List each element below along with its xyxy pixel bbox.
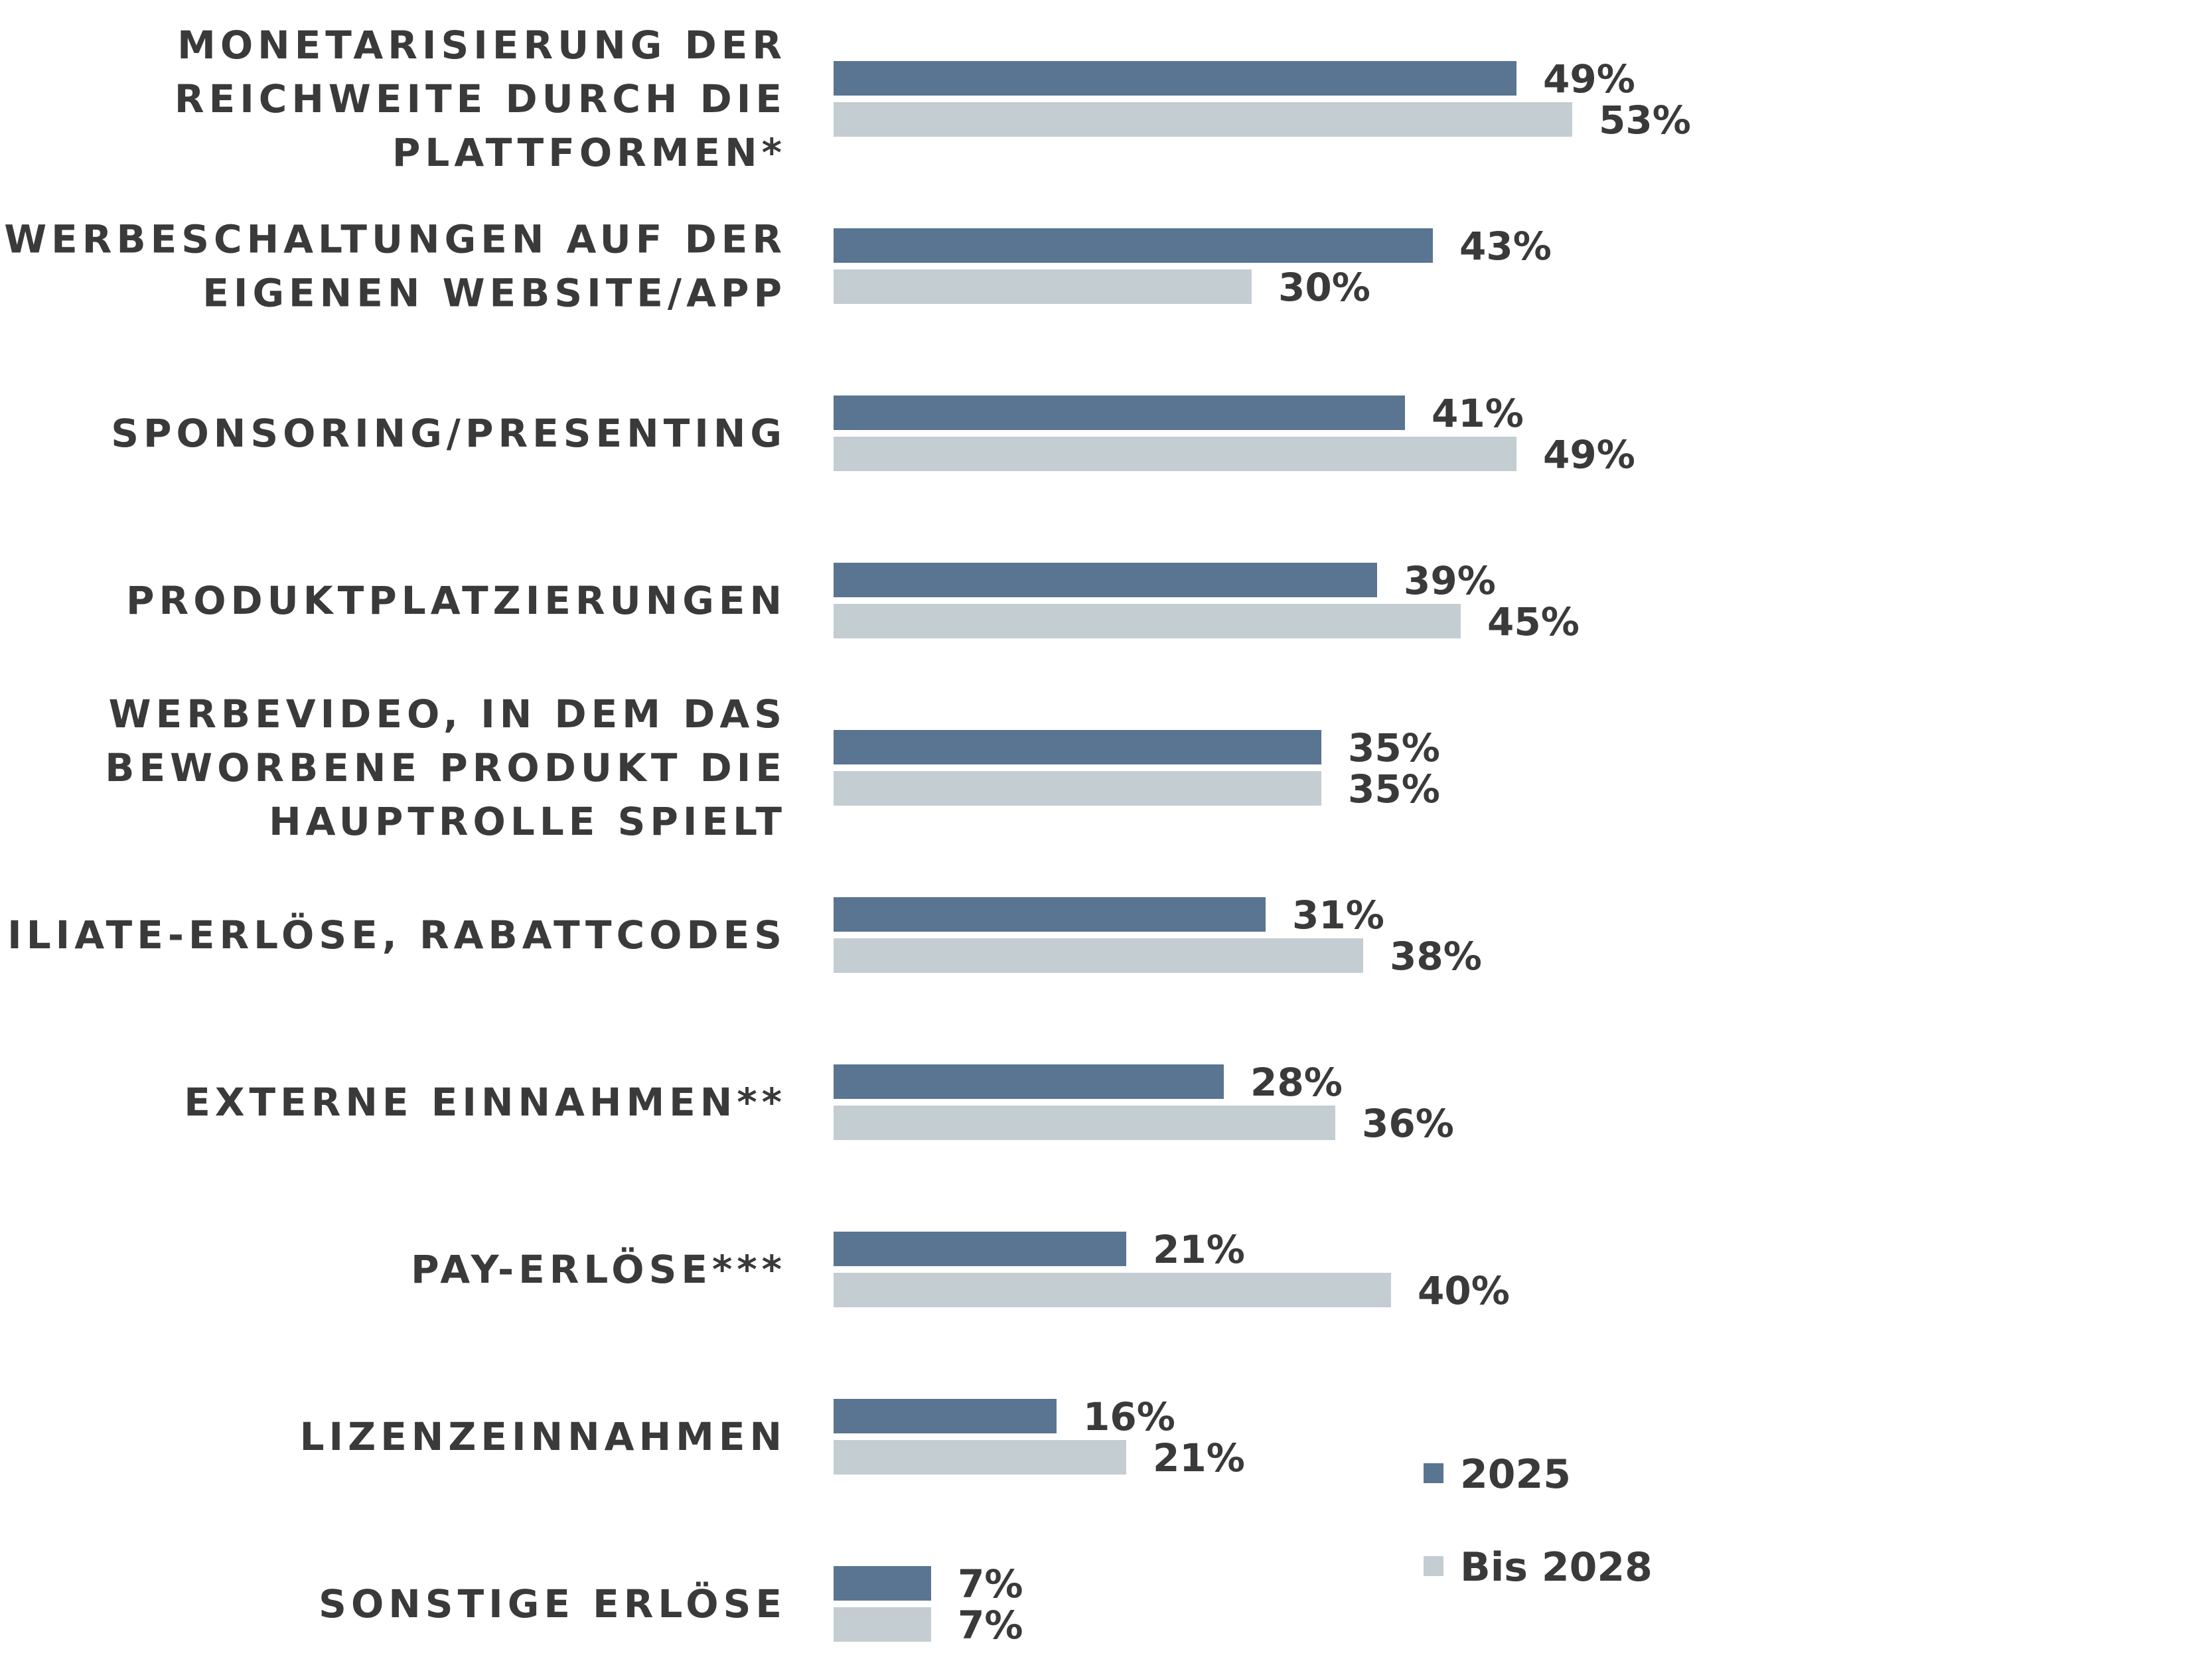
- data-label: 45%: [1487, 599, 1580, 644]
- bar-bis-2028: [834, 102, 1572, 137]
- bar-2025: [834, 1399, 1057, 1433]
- category-label: AFFILIATE-ERLÖSE, RABATTCODES: [0, 912, 786, 958]
- data-label: 40%: [1418, 1268, 1510, 1313]
- bar-bis-2028: [834, 437, 1516, 471]
- bar-bis-2028: [834, 1440, 1126, 1475]
- bar-bis-2028: [834, 1273, 1391, 1307]
- bar-bis-2028: [834, 771, 1321, 806]
- bar-2025: [834, 396, 1405, 430]
- bar-2025: [834, 61, 1516, 96]
- data-label: 30%: [1278, 265, 1370, 310]
- legend-swatch: [1424, 1463, 1443, 1483]
- data-label: 7%: [958, 1603, 1023, 1648]
- data-label: 38%: [1390, 934, 1482, 979]
- category-label: WERBESCHALTUNGEN AUF DER EIGENEN WEBSITE/…: [4, 217, 786, 316]
- data-label: 41%: [1432, 391, 1524, 436]
- bar-bis-2028: [834, 938, 1363, 973]
- bar-bis-2028: [834, 1106, 1335, 1140]
- data-label: 31%: [1292, 893, 1384, 938]
- bar-2025: [834, 1566, 931, 1601]
- legend-label: 2025: [1460, 1451, 1571, 1498]
- bar-2025: [834, 1232, 1126, 1266]
- bar-2025: [834, 897, 1266, 932]
- bar-2025: [834, 563, 1377, 597]
- category-label: WERBEVIDEO, IN DEM DAS BEWORBENE PRODUKT …: [105, 691, 786, 844]
- bar-2025: [834, 1064, 1224, 1099]
- data-label: 28%: [1250, 1060, 1343, 1105]
- category-label: SPONSORING/PRESENTING: [111, 411, 786, 456]
- category-label: PAY-ERLÖSE***: [411, 1246, 786, 1292]
- category-label: MONETARISIERUNG DER REICHWEITE DURCH DIE P…: [175, 23, 786, 175]
- data-label: 53%: [1599, 98, 1691, 143]
- data-label: 43%: [1459, 224, 1552, 269]
- data-label: 39%: [1404, 558, 1496, 603]
- data-label: 16%: [1083, 1394, 1175, 1439]
- category-label: SONSTIGE ERLÖSE: [319, 1581, 786, 1626]
- bar-bis-2028: [834, 604, 1461, 638]
- bar-bis-2028: [834, 1607, 931, 1642]
- data-label: 7%: [958, 1561, 1023, 1607]
- data-label: 21%: [1153, 1227, 1245, 1272]
- category-label: LIZENZEINNAHMEN: [300, 1414, 786, 1459]
- bar-bis-2028: [834, 269, 1252, 304]
- category-label: PRODUKTPLATZIERUNGEN: [126, 578, 786, 623]
- category-label: EXTERNE EINNAHMEN**: [184, 1080, 786, 1125]
- data-label: 35%: [1348, 766, 1440, 812]
- data-label: 49%: [1543, 56, 1635, 102]
- data-label: 35%: [1348, 725, 1440, 770]
- data-label: 49%: [1543, 432, 1635, 477]
- bar-2025: [834, 730, 1321, 764]
- data-label: 21%: [1153, 1435, 1245, 1480]
- bar-2025: [834, 228, 1433, 263]
- legend-swatch: [1424, 1556, 1443, 1576]
- legend-label: Bis 2028: [1460, 1544, 1653, 1591]
- data-label: 36%: [1362, 1101, 1454, 1146]
